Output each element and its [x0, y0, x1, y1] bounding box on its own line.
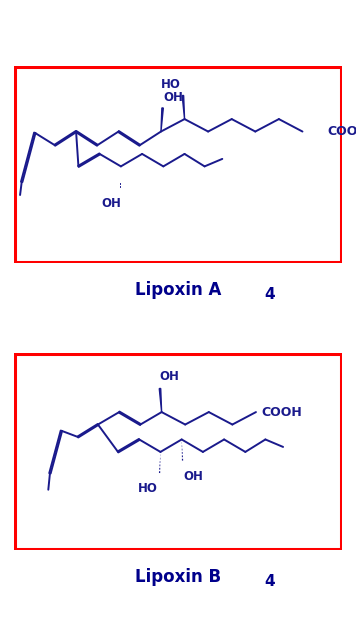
Text: OH: OH: [159, 370, 179, 383]
Text: Lipoxin B: Lipoxin B: [135, 568, 221, 586]
Polygon shape: [159, 389, 162, 412]
Text: OH: OH: [163, 91, 183, 104]
Text: 4: 4: [265, 287, 276, 302]
Text: OH: OH: [183, 470, 203, 482]
Polygon shape: [161, 108, 163, 131]
Text: 4: 4: [265, 574, 276, 590]
Text: COOH: COOH: [327, 125, 356, 138]
Text: OH: OH: [102, 198, 122, 211]
Text: Lipoxin A: Lipoxin A: [135, 281, 221, 299]
Polygon shape: [182, 96, 184, 119]
Text: HO: HO: [138, 482, 158, 495]
Text: HO: HO: [161, 78, 181, 91]
Text: COOH: COOH: [262, 406, 303, 419]
